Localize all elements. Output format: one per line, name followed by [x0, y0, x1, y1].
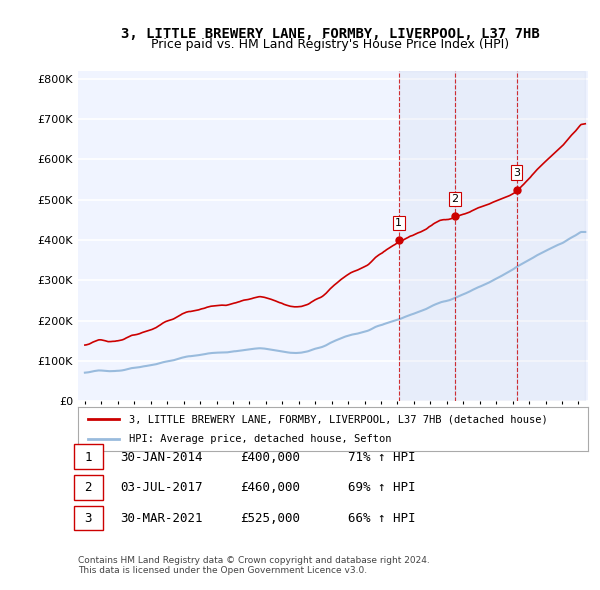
Text: Price paid vs. HM Land Registry's House Price Index (HPI): Price paid vs. HM Land Registry's House …: [151, 38, 509, 51]
Text: 69% ↑ HPI: 69% ↑ HPI: [348, 481, 416, 494]
Text: 3, LITTLE BREWERY LANE, FORMBY, LIVERPOOL, L37 7HB (detached house): 3, LITTLE BREWERY LANE, FORMBY, LIVERPOO…: [129, 415, 548, 424]
Bar: [517, 71, 585, 401]
Bar: [455, 71, 517, 401]
Text: 30-JAN-2014: 30-JAN-2014: [120, 451, 203, 464]
Text: 3: 3: [513, 168, 520, 178]
Text: 1: 1: [395, 218, 402, 228]
Text: £525,000: £525,000: [240, 512, 300, 525]
Text: £460,000: £460,000: [240, 481, 300, 494]
Text: 30-MAR-2021: 30-MAR-2021: [120, 512, 203, 525]
Text: Contains HM Land Registry data © Crown copyright and database right 2024.
This d: Contains HM Land Registry data © Crown c…: [78, 556, 430, 575]
Text: 2: 2: [452, 194, 458, 204]
Text: 2: 2: [85, 481, 92, 494]
Text: 1: 1: [85, 451, 92, 464]
Text: £400,000: £400,000: [240, 451, 300, 464]
Text: 03-JUL-2017: 03-JUL-2017: [120, 481, 203, 494]
Text: 3: 3: [85, 512, 92, 525]
Text: 66% ↑ HPI: 66% ↑ HPI: [348, 512, 416, 525]
Bar: [399, 71, 455, 401]
Text: 3, LITTLE BREWERY LANE, FORMBY, LIVERPOOL, L37 7HB: 3, LITTLE BREWERY LANE, FORMBY, LIVERPOO…: [121, 27, 539, 41]
Text: HPI: Average price, detached house, Sefton: HPI: Average price, detached house, Seft…: [129, 434, 392, 444]
Text: 71% ↑ HPI: 71% ↑ HPI: [348, 451, 416, 464]
